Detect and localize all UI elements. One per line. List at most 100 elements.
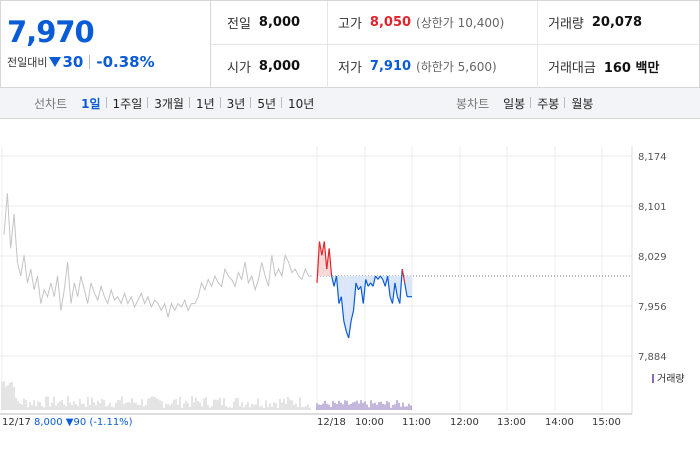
today-fill bbox=[351, 276, 354, 321]
today-line-segment bbox=[350, 310, 355, 321]
today-fill bbox=[343, 276, 347, 332]
stat-value: 8,000 bbox=[258, 15, 301, 30]
stat-label: 고가 bbox=[338, 17, 362, 32]
today-line-segment bbox=[387, 275, 391, 297]
chart-grid bbox=[0, 146, 633, 415]
lower-limit: (하한가 5,600) bbox=[416, 60, 497, 74]
x-tick-label: 12:00 bbox=[450, 417, 479, 428]
chart-tabs: 선차트 1일 1주일 3개월 1년 3년 5년 10년 봉차트 일봉 주봉 월봉 bbox=[0, 88, 700, 119]
today-line-segment bbox=[348, 320, 352, 339]
stat-value: 8,050 bbox=[369, 15, 412, 30]
today-line-segment bbox=[391, 282, 396, 304]
today-line-segment bbox=[365, 279, 369, 287]
tab-daily-candle[interactable]: 일봉 bbox=[503, 96, 526, 111]
candle-chart-tabs: 봉차트 일봉 주봉 월봉 bbox=[456, 95, 599, 112]
down-arrow-icon bbox=[49, 57, 62, 67]
tab-1d[interactable]: 1일 bbox=[81, 96, 101, 111]
today-line-segment bbox=[401, 268, 406, 284]
today-fill bbox=[368, 276, 371, 287]
y-tick-label: 8,101 bbox=[638, 202, 667, 213]
stat-amount: 거래대금 160 백만 bbox=[537, 45, 699, 88]
change-percent: -0.38% bbox=[96, 53, 155, 71]
stat-label: 전일 bbox=[227, 17, 251, 32]
x-tick-label: 10:00 bbox=[355, 417, 384, 428]
x-tick-label: 11:00 bbox=[402, 417, 431, 428]
today-line-segment bbox=[379, 275, 384, 280]
today-line-segment bbox=[323, 241, 328, 270]
today-line-segment bbox=[384, 275, 389, 287]
stat-volume: 거래량 20,078 bbox=[537, 1, 699, 45]
candle-chart-title: 봉차트 bbox=[456, 96, 490, 111]
stat-open: 시가 8,000 bbox=[211, 45, 327, 88]
x-tick-label: 15:00 bbox=[592, 417, 621, 428]
prev-day-line bbox=[3, 193, 312, 318]
today-fill bbox=[373, 276, 376, 287]
chart-fills bbox=[317, 241, 412, 339]
today-line-segment bbox=[340, 296, 345, 321]
prev-day-label: 12/17 bbox=[2, 417, 31, 428]
current-price: 7,970 bbox=[7, 15, 95, 49]
x-tick-labels: 12/18 10:00 11:00 12:00 13:00 14:00 15:00 bbox=[317, 417, 621, 428]
today-line-segment bbox=[326, 248, 330, 270]
stat-value: 20,078 bbox=[591, 15, 643, 30]
today-line-segment bbox=[362, 279, 367, 304]
today-fill bbox=[319, 241, 322, 276]
today-line-segment bbox=[367, 282, 372, 287]
today-line-segment bbox=[343, 320, 347, 332]
intraday-chart[interactable]: 8,174 8,101 8,029 7,956 7,884 12/18 10:00 11:0… bbox=[0, 120, 700, 450]
today-line-segment bbox=[372, 275, 377, 287]
today-fill bbox=[407, 276, 410, 297]
x-tick-label: 13:00 bbox=[497, 417, 526, 428]
current-price-box: 7,970 전일대비 30 -0.38% bbox=[1, 1, 211, 87]
today-line-segment bbox=[374, 275, 379, 280]
today-fill bbox=[321, 241, 325, 276]
today-line-segment bbox=[377, 275, 381, 280]
stat-label: 거래대금 bbox=[548, 61, 596, 76]
today-line-segment bbox=[335, 275, 340, 304]
today-fill bbox=[409, 276, 412, 297]
stat-value: 160 백만 bbox=[603, 61, 660, 76]
stat-prev-close: 전일 8,000 bbox=[211, 1, 327, 45]
stat-low: 저가 7,910 (하한가 5,600) bbox=[327, 45, 537, 88]
today-line-segment bbox=[360, 286, 364, 304]
tab-1w[interactable]: 1주일 bbox=[105, 95, 149, 112]
volume-legend-swatch bbox=[652, 374, 654, 383]
y-tick-labels: 8,174 8,101 8,029 7,956 7,884 bbox=[638, 152, 667, 363]
stat-value: 7,910 bbox=[369, 59, 412, 74]
stock-summary: 7,970 전일대비 30 -0.38% 전일 8,000 고가 8,050 (… bbox=[0, 0, 700, 88]
today-line-segment bbox=[316, 241, 321, 283]
today-line-segment bbox=[382, 279, 386, 287]
volume-legend: 거래량 bbox=[657, 373, 685, 385]
tab-3y[interactable]: 3년 bbox=[219, 95, 252, 112]
tab-3m[interactable]: 3개월 bbox=[147, 95, 190, 112]
price-stats: 전일 8,000 고가 8,050 (상한가 10,400) 거래량 20,07… bbox=[211, 1, 699, 88]
change-label: 전일대비 bbox=[7, 56, 48, 69]
today-line-segment bbox=[318, 241, 323, 256]
y-tick-label: 7,884 bbox=[638, 352, 667, 363]
today-line-segment bbox=[404, 282, 408, 297]
y-tick-label: 8,174 bbox=[638, 152, 667, 163]
price-chart-svg: 8,174 8,101 8,029 7,956 7,884 12/18 10:00 11:0… bbox=[0, 146, 685, 428]
volume-bars bbox=[1, 381, 412, 410]
today-fill bbox=[334, 276, 337, 287]
today-line-segment bbox=[355, 282, 359, 290]
stat-value: 8,000 bbox=[258, 59, 301, 74]
prev-day-summary: 8,000 ▼90 (-1.11%) bbox=[34, 417, 133, 428]
tab-5y[interactable]: 5년 bbox=[250, 95, 282, 112]
stat-label: 저가 bbox=[338, 61, 362, 76]
tab-weekly-candle[interactable]: 주봉 bbox=[530, 95, 565, 112]
tab-10y[interactable]: 10년 bbox=[281, 95, 320, 112]
today-line-segment bbox=[352, 282, 357, 311]
today-line-segment bbox=[399, 269, 403, 304]
tab-1y[interactable]: 1년 bbox=[188, 95, 221, 112]
today-line-segment bbox=[394, 282, 398, 297]
tab-monthly-candle[interactable]: 월봉 bbox=[564, 95, 599, 112]
stat-high: 고가 8,050 (상한가 10,400) bbox=[327, 1, 537, 45]
today-line-segment bbox=[321, 241, 325, 256]
today-fill bbox=[346, 276, 349, 339]
y-tick-label: 7,956 bbox=[638, 302, 667, 313]
stat-label: 거래량 bbox=[548, 17, 584, 32]
change-row: 전일대비 30 -0.38% bbox=[7, 53, 155, 71]
line-chart-tabs: 선차트 1일 1주일 3개월 1년 3년 5년 10년 bbox=[34, 95, 320, 112]
change-value: 30 bbox=[62, 53, 84, 71]
